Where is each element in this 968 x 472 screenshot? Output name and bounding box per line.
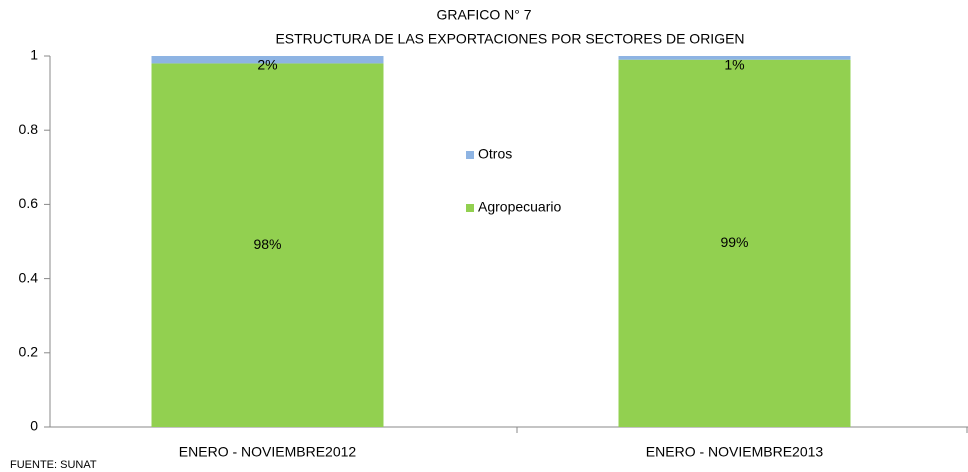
value-label: 2% [257, 57, 277, 73]
x-tick-label: ENERO - NOVIEMBRE2013 [646, 444, 824, 460]
x-tick-label: ENERO - NOVIEMBRE2012 [179, 444, 357, 460]
y-tick-label: 0 [30, 418, 38, 434]
source-note: FUENTE: SUNAT [10, 459, 97, 471]
y-tick-label: 0.6 [19, 195, 39, 211]
chart-title: GRAFICO N° 7 [436, 7, 531, 23]
value-label: 98% [253, 236, 281, 252]
value-label: 1% [724, 57, 744, 73]
legend-swatch [466, 151, 474, 159]
bar-segment [151, 63, 384, 428]
legend-swatch [466, 204, 474, 212]
bar-segment [618, 56, 851, 60]
bar-segment [151, 56, 384, 64]
y-tick-label: 0.4 [19, 269, 39, 285]
chart-subtitle: ESTRUCTURA DE LAS EXPORTACIONES POR SECT… [275, 31, 744, 47]
y-tick-label: 0.2 [19, 344, 39, 360]
legend-label: Otros [478, 146, 512, 162]
bar-segment [618, 59, 851, 428]
value-label: 99% [720, 234, 748, 250]
legend-label: Agropecuario [478, 199, 561, 215]
y-tick-label: 0.8 [19, 121, 39, 137]
y-tick-label: 1 [30, 47, 38, 63]
